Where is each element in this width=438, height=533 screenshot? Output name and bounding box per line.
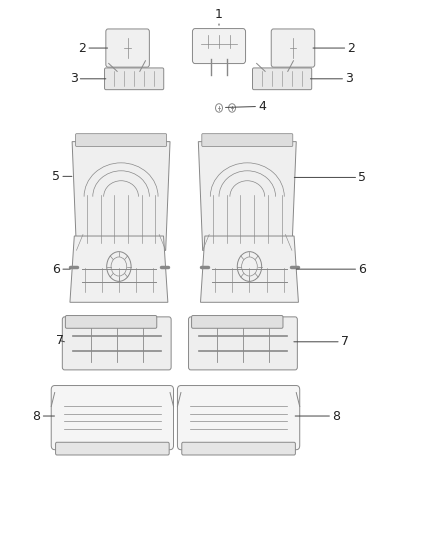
Polygon shape bbox=[72, 142, 170, 251]
Polygon shape bbox=[201, 236, 298, 302]
FancyBboxPatch shape bbox=[65, 316, 157, 328]
Text: 2: 2 bbox=[78, 42, 108, 54]
Text: 8: 8 bbox=[32, 409, 54, 423]
FancyBboxPatch shape bbox=[105, 68, 164, 90]
Text: 1: 1 bbox=[215, 8, 223, 25]
FancyBboxPatch shape bbox=[62, 317, 171, 370]
FancyBboxPatch shape bbox=[51, 385, 173, 450]
Polygon shape bbox=[198, 142, 296, 251]
FancyBboxPatch shape bbox=[182, 442, 295, 455]
FancyBboxPatch shape bbox=[188, 317, 297, 370]
Text: 3: 3 bbox=[70, 72, 106, 85]
FancyBboxPatch shape bbox=[177, 385, 300, 450]
Text: 6: 6 bbox=[52, 263, 70, 276]
FancyBboxPatch shape bbox=[253, 68, 312, 90]
Text: 6: 6 bbox=[297, 263, 366, 276]
FancyBboxPatch shape bbox=[192, 29, 246, 63]
FancyBboxPatch shape bbox=[56, 442, 169, 455]
FancyBboxPatch shape bbox=[271, 29, 315, 67]
Text: 3: 3 bbox=[311, 72, 353, 85]
FancyBboxPatch shape bbox=[106, 29, 149, 67]
FancyBboxPatch shape bbox=[76, 134, 166, 147]
Polygon shape bbox=[70, 236, 168, 302]
Text: 5: 5 bbox=[294, 171, 366, 184]
Text: 7: 7 bbox=[57, 334, 64, 347]
Text: 2: 2 bbox=[313, 42, 355, 54]
FancyBboxPatch shape bbox=[202, 134, 293, 147]
Text: 7: 7 bbox=[294, 335, 349, 348]
Text: 8: 8 bbox=[295, 409, 340, 423]
FancyBboxPatch shape bbox=[191, 316, 283, 328]
Text: 4: 4 bbox=[226, 100, 266, 113]
Text: 5: 5 bbox=[52, 170, 72, 183]
